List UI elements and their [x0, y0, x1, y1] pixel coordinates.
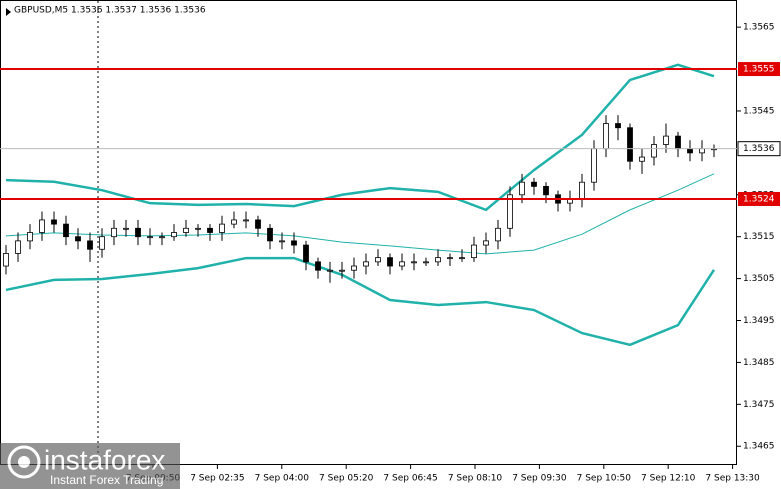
candle-body — [327, 269, 333, 272]
candle-body — [435, 257, 441, 263]
level-label-box — [738, 191, 780, 206]
candle-body — [75, 236, 81, 242]
candle-body — [39, 219, 45, 233]
candle-body — [147, 236, 153, 239]
candle-body — [675, 135, 681, 150]
candle-body — [543, 185, 549, 196]
candle-body — [99, 236, 105, 250]
level-label: 1.3555 — [743, 65, 775, 75]
candle-body — [495, 227, 501, 242]
candle-body — [87, 240, 93, 250]
candle-body — [159, 236, 165, 239]
candle-body — [387, 257, 393, 267]
candle-body — [627, 127, 633, 162]
candle-body — [687, 148, 693, 154]
candle-body — [339, 269, 345, 272]
candle-body — [639, 156, 645, 162]
candle-body — [375, 257, 381, 263]
bollinger-band — [5, 256, 716, 347]
candle-body — [27, 232, 33, 242]
candle-body — [111, 227, 117, 238]
y-tick-label: 1.3505 — [743, 274, 775, 284]
candle-body — [279, 240, 285, 243]
candle-body — [519, 181, 525, 196]
candle-body — [351, 265, 357, 271]
candle-body — [267, 227, 273, 242]
title-arrow — [6, 8, 11, 16]
candle-body — [651, 144, 657, 158]
candle-body — [15, 240, 21, 254]
candle-body — [3, 253, 9, 267]
x-tick-label: 7 Sep 02:35 — [190, 474, 244, 484]
candle-body — [63, 223, 69, 238]
candle-body — [399, 261, 405, 267]
x-tick-label: 7 Sep 04:00 — [255, 474, 310, 484]
candle-body — [291, 240, 297, 246]
x-tick-label: 7 Sep 09:30 — [512, 474, 567, 484]
candle-body — [663, 135, 669, 145]
y-tick-label: 1.3485 — [743, 358, 775, 368]
x-tick-label: 7 Sep 06:45 — [383, 474, 437, 484]
y-tick-label: 1.3515 — [743, 232, 775, 242]
candle-body — [123, 227, 129, 230]
candle-body — [171, 232, 177, 238]
chart-title: GBPUSD,M5 1.3536 1.3537 1.3536 1.3536 — [14, 6, 206, 16]
candle-body — [483, 240, 489, 246]
candle-body — [591, 148, 597, 183]
watermark-tagline: Instant Forex Trading — [50, 473, 163, 487]
candle-body — [579, 181, 585, 200]
watermark-brand: instaforex — [44, 444, 165, 475]
plot-frame — [0, 0, 737, 465]
x-tick-label: 7 Sep 10:50 — [577, 474, 632, 484]
candle-body — [183, 227, 189, 233]
y-tick-label: 1.3475 — [743, 400, 775, 410]
watermark-logo — [7, 445, 41, 479]
candle-body — [303, 244, 309, 263]
y-tick-label: 1.3465 — [743, 442, 775, 452]
candle-body — [531, 181, 537, 187]
candle-body — [315, 261, 321, 271]
watermark-logo-dot — [18, 456, 30, 468]
candle-body — [471, 244, 477, 259]
y-tick-label: 1.3495 — [743, 316, 775, 326]
watermark: instaforex Instant Forex Trading — [0, 443, 180, 489]
candle-body — [219, 223, 225, 233]
level-label: 1.3524 — [743, 194, 775, 204]
x-tick-label: 7 Sep 05:20 — [319, 474, 374, 484]
candle-body — [231, 219, 237, 225]
x-tick-label: 7 Sep 13:30 — [705, 474, 760, 484]
watermark-bg — [0, 443, 180, 489]
candle-body — [447, 257, 453, 260]
candle-body — [507, 194, 513, 229]
candle-body — [363, 261, 369, 267]
candle-body — [51, 219, 57, 225]
level-label-box — [738, 62, 780, 77]
x-tick-label: 7 Sep 08:10 — [448, 474, 503, 484]
candle-body — [243, 219, 249, 222]
candle-body — [411, 261, 417, 264]
x-tick-label: 7 Sep 12:10 — [641, 474, 696, 484]
y-tick-label: 1.3545 — [743, 106, 775, 116]
candle-body — [195, 227, 201, 230]
candle-body — [699, 148, 705, 154]
y-tick-label: 1.3565 — [743, 23, 775, 33]
candle-body — [603, 123, 609, 150]
candle-body — [423, 261, 429, 264]
candle-body — [459, 257, 465, 260]
candle-body — [207, 227, 213, 233]
candle-body — [615, 123, 621, 129]
candle-body — [255, 219, 261, 229]
bollinger-band — [5, 63, 715, 212]
last-price-box — [737, 141, 781, 157]
last-price-label: 1.3536 — [743, 144, 775, 154]
candle-body — [135, 227, 141, 238]
